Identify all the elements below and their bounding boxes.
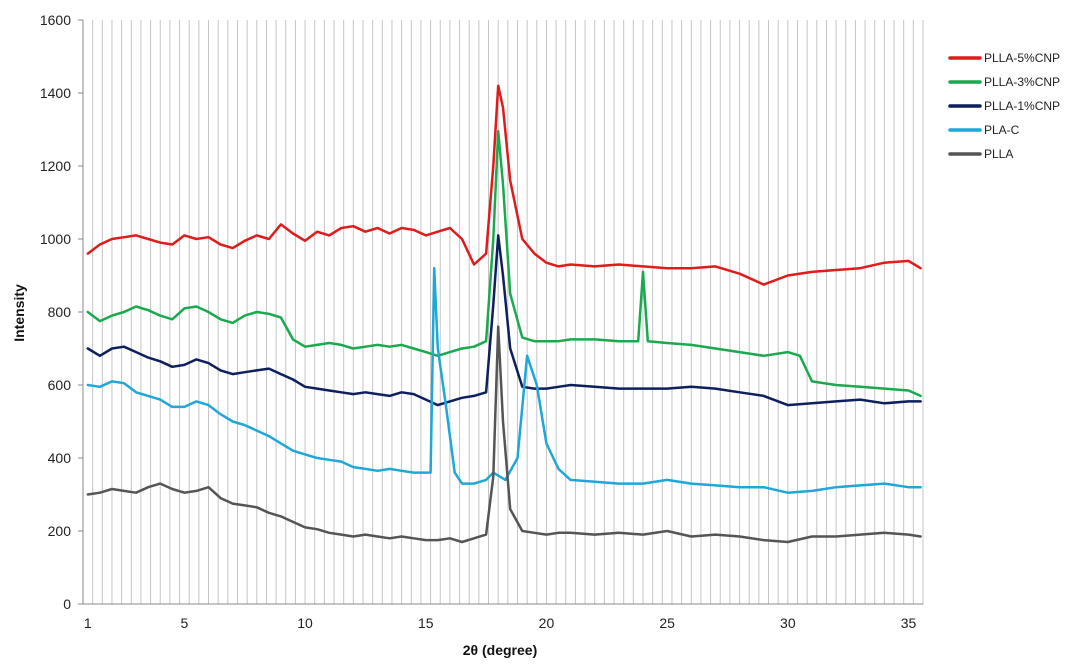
y-tick-label: 400 xyxy=(48,450,72,466)
y-tick-label: 1400 xyxy=(40,85,71,101)
y-tick-label: 1600 xyxy=(40,12,71,28)
legend-label: PLLA-5%CNP xyxy=(984,51,1060,65)
legend-label: PLLA-3%CNP xyxy=(984,75,1060,89)
y-tick-label: 200 xyxy=(48,523,72,539)
y-tick-label: 600 xyxy=(48,377,72,393)
x-tick-label: 25 xyxy=(659,615,675,631)
x-tick-label: 35 xyxy=(901,615,917,631)
series-line-2 xyxy=(86,130,922,398)
x-tick-label: 15 xyxy=(418,615,434,631)
legend-label: PLLA-1%CNP xyxy=(984,99,1060,113)
y-tick-label: 0 xyxy=(63,596,71,612)
legend: PLLA-5%CNP PLLA-3%CNP PLLA-1%CNP PLA-C PLLA xyxy=(948,51,1060,161)
x-tick-label: 1 xyxy=(84,615,92,631)
x-axis-title: 2θ (degree) xyxy=(463,642,537,658)
legend-label: PLLA xyxy=(984,147,1013,161)
y-tick-label: 800 xyxy=(48,304,72,320)
legend-label: PLA-C xyxy=(984,123,1020,137)
series-layer xyxy=(86,84,922,544)
x-tick-label: 30 xyxy=(780,615,796,631)
series-line-5 xyxy=(86,325,922,544)
x-tick-label: 10 xyxy=(297,615,313,631)
x-tick-label: 20 xyxy=(539,615,555,631)
x-tick-label: 5 xyxy=(180,615,188,631)
y-axis-title: Intensity xyxy=(11,284,27,342)
series-line-1 xyxy=(86,84,922,286)
y-tick-label: 1200 xyxy=(40,158,71,174)
y-tick-label: 1000 xyxy=(40,231,71,247)
series-line-4 xyxy=(86,266,922,494)
